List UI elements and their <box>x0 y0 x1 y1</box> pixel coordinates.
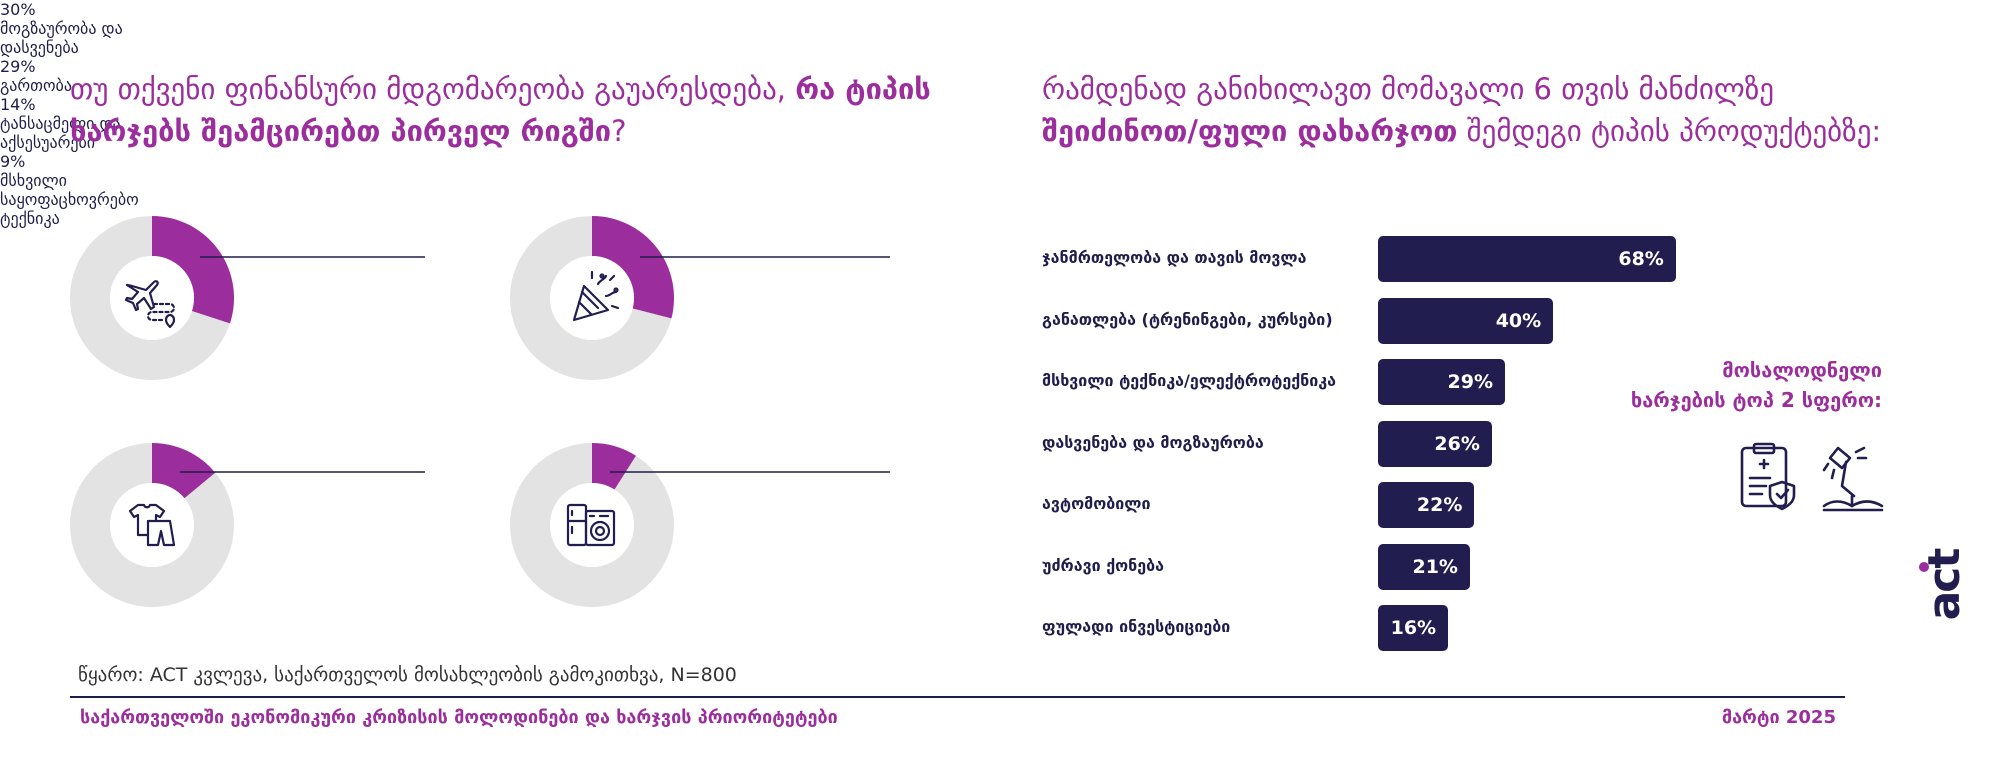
medical-clipboard-icon <box>1738 442 1802 512</box>
donut-slice <box>592 443 636 490</box>
bar-category-label: ფულადი ინვესტიციები <box>1042 617 1231 636</box>
bar-value-label: 26% <box>1434 432 1480 455</box>
airplane-location-icon <box>124 280 176 329</box>
bar-value-label: 16% <box>1390 617 1437 639</box>
logo-dot <box>1919 562 1929 572</box>
left-title-end: ? <box>611 114 627 148</box>
top2-title: მოსალოდნელი ხარჯების ტოპ 2 სფერო: <box>1630 358 1882 412</box>
donut-slice <box>592 216 674 319</box>
bar: 16% <box>1378 605 1449 651</box>
footer-date: მარტი 2025 <box>1721 707 1836 728</box>
bar-value-label: 40% <box>1495 309 1542 332</box>
bar-category-label: განათლება (ტრენინგები, კურსები) <box>1042 309 1333 329</box>
right-title-end: შემდეგი ტიპის პროდუქტებზე: <box>1457 114 1882 148</box>
donut-percent: 9% <box>0 152 26 171</box>
bar-value-label: 29% <box>1447 371 1494 393</box>
donut-label: მოგზაურობა და დასვენება <box>0 19 123 57</box>
donut-percent: 14% <box>0 95 36 114</box>
party-popper-icon <box>572 270 620 322</box>
donut-svg <box>510 216 890 380</box>
bar: 22% <box>1378 482 1475 528</box>
right-title-bold: შეიძინოთ/ფული დახარჯოთ <box>1042 114 1458 148</box>
bar: 21% <box>1378 543 1470 590</box>
bar-category-label: მსხვილი ტექნიკა/ელექტროტექნიკა <box>1042 371 1337 390</box>
appliances-icon <box>566 503 616 547</box>
bar-category-label: დასვენება და მოგზაურობა <box>1042 432 1264 452</box>
donut-percent: 30% <box>0 0 36 19</box>
donut-label: გართობა <box>0 76 72 95</box>
donut-label: მსხვილი საყოფაცხოვრებო ტექნიკა <box>0 171 139 228</box>
source-note: წყარო: ACT კვლევა, საქართველოს მოსახლეობ… <box>78 664 737 686</box>
clothes-icon <box>128 503 176 547</box>
left-question-title: თუ თქვენი ფინანსური მდგომარეობა გაუარესდ… <box>70 68 970 152</box>
right-question-title: რამდენად განიხილავთ მომავალი 6 თვის მანძ… <box>1042 68 1882 152</box>
bar-category-label: ჯანმრთელობა და თავის მოვლა <box>1042 248 1307 267</box>
donut-svg <box>70 443 425 607</box>
bar: 29% <box>1378 359 1506 405</box>
footer-divider <box>70 696 1845 698</box>
donut-svg <box>70 216 425 380</box>
bar: 40% <box>1378 297 1554 344</box>
bar-category-label: ავტომობილი <box>1042 494 1151 513</box>
bar-value-label: 22% <box>1416 494 1463 516</box>
bar: 68% <box>1378 236 1676 282</box>
donut-slice <box>152 443 216 499</box>
bar: 26% <box>1378 420 1492 467</box>
donut-percent: 29% <box>0 57 36 76</box>
donut-svg <box>510 443 890 607</box>
footer-title: საქართველოში ეკონომიკური კრიზისის მოლოდი… <box>80 707 838 728</box>
left-title-bold: რა ტიპის ხარჯებს შეამცირებთ პირველ რიგში <box>70 72 931 148</box>
bar-category-label: უძრავი ქონება <box>1042 555 1165 575</box>
donut-slice <box>152 216 234 324</box>
donut-label: ტანსაცმელი და აქსესუარები <box>0 114 121 152</box>
bar-value-label: 21% <box>1412 555 1458 578</box>
left-title-text: თუ თქვენი ფინანსური მდგომარეობა გაუარესდ… <box>70 72 796 106</box>
desk-lamp-book-icon <box>1820 442 1886 512</box>
act-logo: act <box>1919 549 1970 621</box>
bar-value-label: 68% <box>1618 248 1664 270</box>
right-title-text: რამდენად განიხილავთ მომავალი 6 თვის მანძ… <box>1042 72 1774 106</box>
